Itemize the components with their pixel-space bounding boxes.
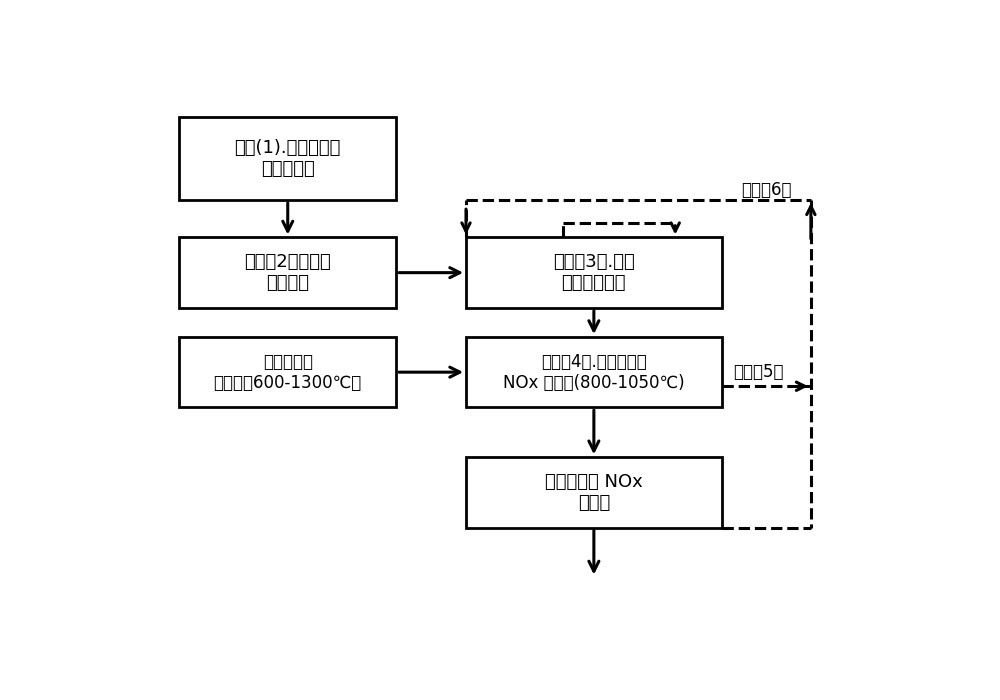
Text: 步骤（6）: 步骤（6）: [741, 181, 792, 199]
Text: 步骤（5）: 步骤（5）: [733, 363, 784, 382]
Text: 步骤(1).氨水溶液或
尿素水溶液: 步骤(1).氨水溶液或 尿素水溶液: [235, 139, 341, 178]
FancyBboxPatch shape: [179, 337, 396, 407]
FancyBboxPatch shape: [179, 237, 396, 308]
Text: 步骤（2）预雾化
（常温）: 步骤（2）预雾化 （常温）: [244, 253, 331, 292]
FancyBboxPatch shape: [466, 457, 722, 528]
Text: 步骤（4）.锅炉或窑炉
NOx 反应段(800-1050℃): 步骤（4）.锅炉或窑炉 NOx 反应段(800-1050℃): [503, 353, 685, 391]
Text: 锅炉或窑炉 NOx
余热段: 锅炉或窑炉 NOx 余热段: [545, 473, 643, 512]
FancyBboxPatch shape: [179, 117, 396, 200]
FancyBboxPatch shape: [466, 237, 722, 308]
FancyBboxPatch shape: [466, 337, 722, 407]
Text: 锅炉或窑炉
燃烧段（600-1300℃）: 锅炉或窑炉 燃烧段（600-1300℃）: [214, 353, 362, 391]
Text: 步骤（3）.气化
（加温加压）: 步骤（3）.气化 （加温加压）: [553, 253, 635, 292]
